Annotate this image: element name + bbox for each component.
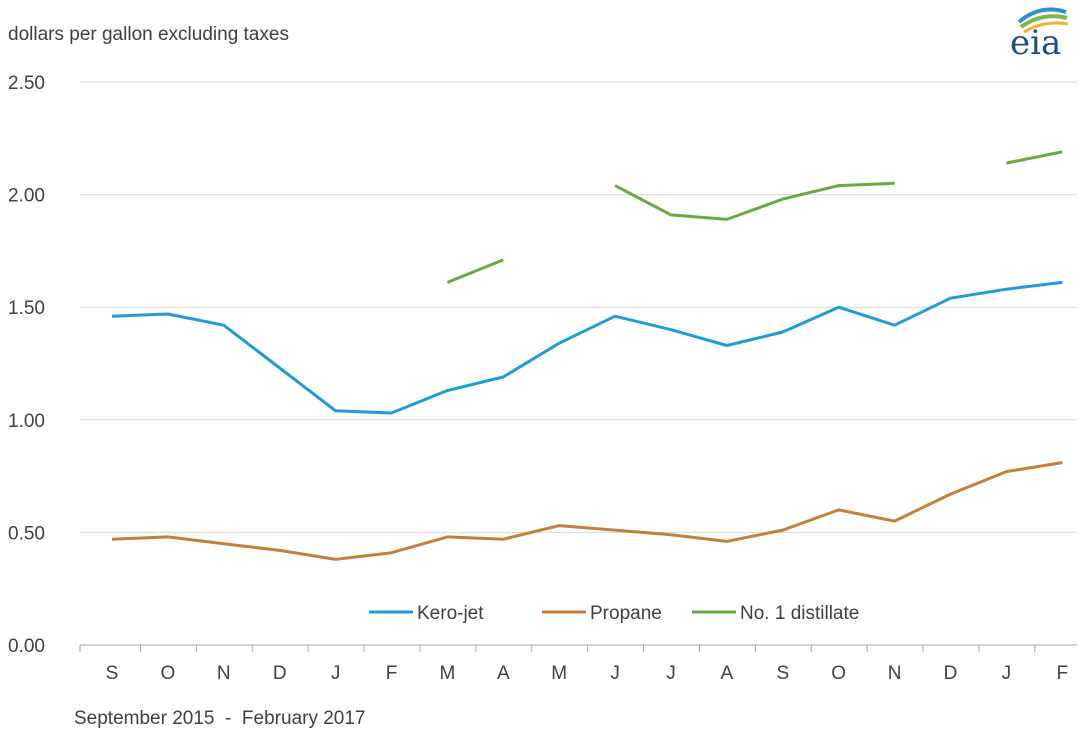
x-tick-label: M <box>551 663 567 684</box>
x-tick-label: N <box>217 663 231 684</box>
y-tick-label: 0.00 <box>8 636 45 657</box>
logo-swoosh-blue <box>1017 7 1067 24</box>
x-tick-label: J <box>666 663 676 684</box>
y-tick-label: 2.00 <box>8 186 45 207</box>
x-tick-label: S <box>106 663 119 684</box>
x-tick-label: A <box>497 663 510 684</box>
y-gridlines <box>80 81 1077 533</box>
x-tick-label: D <box>944 663 958 684</box>
x-axis-tick-marks <box>79 645 1036 652</box>
x-tick-label: M <box>439 663 455 684</box>
x-tick-label: F <box>1056 663 1068 684</box>
x-tick-label: J <box>331 663 341 684</box>
x-tick-label: J <box>610 663 620 684</box>
logo-text: eia <box>1010 23 1061 63</box>
legend: Kero-jet Propane No. 1 distillate <box>369 603 859 624</box>
y-axis-tick-labels: 0.00 0.50 1.00 1.50 2.00 2.50 <box>8 73 45 657</box>
series-line-kero-jet <box>111 280 1063 415</box>
y-tick-label: 1.50 <box>8 298 45 319</box>
chart-subtitle: dollars per gallon excluding taxes <box>8 24 289 45</box>
x-axis-label: September 2015 - February 2017 <box>74 708 366 729</box>
logo-swoosh-green <box>1019 14 1068 29</box>
y-tick-label: 2.50 <box>8 73 45 94</box>
legend-label-propane: Propane <box>590 603 662 624</box>
x-tick-label: F <box>386 663 398 684</box>
x-tick-label: O <box>161 663 176 684</box>
series-line-no-1-distillate <box>446 258 504 284</box>
x-tick-label: N <box>888 663 902 684</box>
series-line-no-1-distillate <box>1006 150 1063 165</box>
x-tick-label: J <box>1002 663 1012 684</box>
x-tick-label: S <box>776 663 789 684</box>
series-line-no-1-distillate <box>614 181 895 221</box>
x-tick-label: A <box>721 663 734 684</box>
eia-logo: eia <box>1010 7 1069 63</box>
series-line-propane <box>111 461 1063 561</box>
legend-label-kero-jet: Kero-jet <box>417 603 484 624</box>
y-tick-label: 1.00 <box>8 411 45 432</box>
logo-swoosh-yellow <box>1023 21 1069 34</box>
x-tick-label: O <box>831 663 846 684</box>
y-tick-label: 0.50 <box>8 523 45 544</box>
legend-label-no-1-distillate: No. 1 distillate <box>740 603 859 624</box>
series-lines <box>111 150 1063 561</box>
x-tick-label: D <box>273 663 287 684</box>
